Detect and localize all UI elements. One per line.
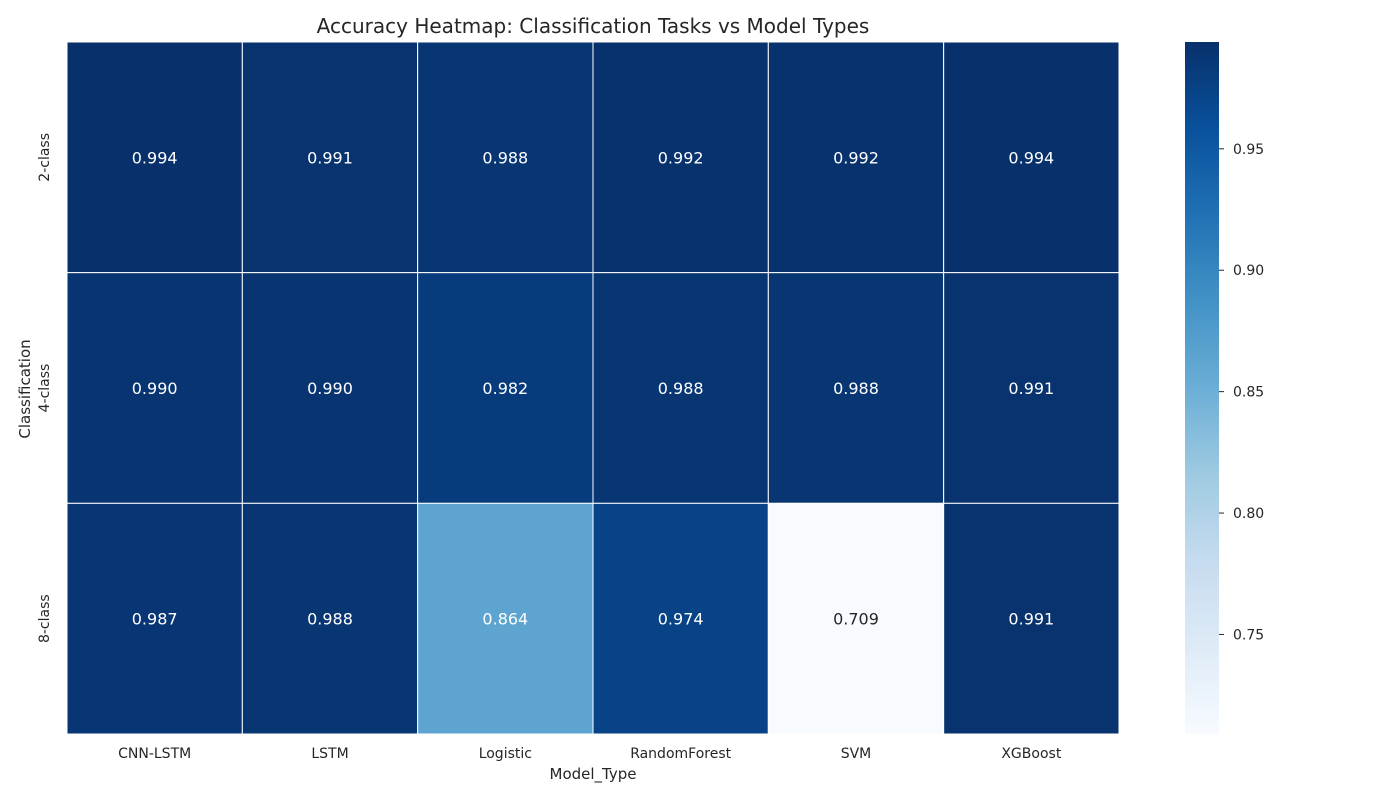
- cell-value-label: 0.990: [132, 379, 178, 398]
- heatmap-cell: [767, 502, 945, 735]
- x-axis-ticks: CNN-LSTM LSTM Logistic RandomForest SVM XGBoo…: [118, 746, 1062, 762]
- colorbar: [1185, 42, 1219, 734]
- y-tick-label: 8-class: [37, 594, 53, 643]
- cell-value-label: 0.988: [833, 379, 879, 398]
- heatmap-cell: [943, 272, 1120, 504]
- y-tick-label: 4-class: [37, 364, 53, 413]
- x-tick-label: Logistic: [479, 746, 532, 762]
- colorbar-tick-label: 0.80: [1233, 506, 1264, 522]
- chart-title: Accuracy Heatmap: Classification Tasks v…: [317, 14, 870, 38]
- heatmap-cell: [943, 41, 1120, 274]
- y-axis-label: Classification: [16, 339, 34, 438]
- cell-value-label: 0.994: [1008, 148, 1054, 167]
- cell-value-label: 0.992: [833, 148, 879, 167]
- heatmap-cell: [241, 272, 419, 504]
- heatmap-cell: [66, 272, 243, 504]
- cell-value-label: 0.991: [1008, 379, 1054, 398]
- colorbar-tick-label: 0.90: [1233, 263, 1264, 279]
- x-tick-label: XGBoost: [1001, 746, 1061, 762]
- cell-value-label: 0.991: [1008, 610, 1054, 629]
- cell-value-label: 0.709: [833, 610, 879, 629]
- heatmap-cell: [417, 41, 594, 274]
- heatmap-cell: [592, 41, 769, 274]
- cell-value-label: 0.990: [307, 379, 353, 398]
- cell-value-label: 0.994: [132, 148, 178, 167]
- colorbar-tick-label: 0.75: [1233, 627, 1264, 643]
- heatmap-cell: [66, 41, 243, 274]
- cell-value-label: 0.988: [658, 379, 704, 398]
- cell-value-label: 0.988: [307, 610, 353, 629]
- heatmap-cell: [767, 41, 945, 274]
- x-axis-label: Model_Type: [550, 765, 637, 784]
- x-tick-label: CNN-LSTM: [118, 746, 191, 762]
- heatmap-cells: [66, 41, 1120, 735]
- heatmap-cell: [241, 41, 419, 274]
- cell-value-label: 0.974: [658, 610, 704, 629]
- cell-value-label: 0.992: [658, 148, 704, 167]
- cell-value-label: 0.991: [307, 148, 353, 167]
- heatmap-cell: [592, 502, 769, 735]
- colorbar-ticks: 0.75 0.80 0.85 0.90 0.95: [1219, 142, 1264, 643]
- cell-value-label: 0.988: [482, 148, 528, 167]
- heatmap-cell-labels: 0.994 0.991 0.988 0.992 0.992 0.994 0.990 0.990…: [132, 148, 1054, 628]
- colorbar-tick-label: 0.95: [1233, 142, 1264, 158]
- heatmap-cell: [592, 272, 769, 504]
- heatmap-cell: [241, 502, 419, 735]
- x-tick-label: RandomForest: [630, 746, 731, 762]
- x-tick-label: SVM: [841, 746, 872, 762]
- heatmap-cell: [66, 502, 243, 735]
- x-tick-label: LSTM: [311, 746, 348, 762]
- y-tick-label: 2-class: [37, 133, 53, 182]
- colorbar-tick-label: 0.85: [1233, 385, 1264, 401]
- cell-value-label: 0.987: [132, 610, 178, 629]
- heatmap-cell: [417, 502, 594, 735]
- y-axis-ticks: 2-class 4-class 8-class: [37, 133, 53, 643]
- cell-value-label: 0.982: [482, 379, 528, 398]
- heatmap-cell: [943, 502, 1120, 735]
- cell-value-label: 0.864: [482, 610, 528, 629]
